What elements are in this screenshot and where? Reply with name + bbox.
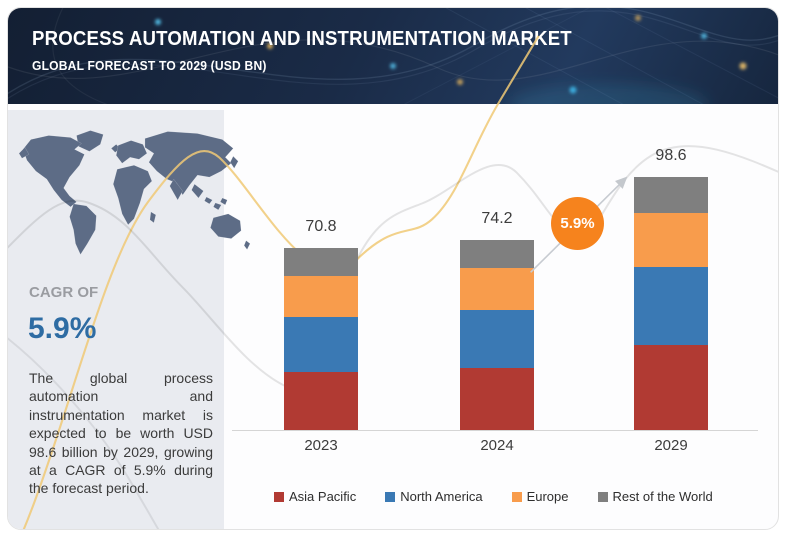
world-map bbox=[19, 130, 251, 255]
header: PROCESS AUTOMATION AND INSTRUMENTATION M… bbox=[8, 8, 778, 104]
market-description: The global process automation and instru… bbox=[29, 370, 213, 497]
legend-item-europe: Europe bbox=[511, 489, 569, 504]
cagr-label: CAGR OF bbox=[29, 284, 99, 301]
bar-segment-asia-pacific bbox=[460, 367, 534, 430]
page-subtitle: GLOBAL FORECAST TO 2029 (USD BN) bbox=[32, 58, 267, 73]
bar-total-label: 74.2 bbox=[481, 209, 513, 227]
bar-segment-europe bbox=[634, 213, 708, 268]
x-axis-tick-label: 2023 bbox=[304, 437, 338, 454]
legend-label: Europe bbox=[526, 489, 569, 504]
bar-segment-asia-pacific bbox=[634, 344, 708, 430]
chart-legend: Asia Pacific North America Europe Rest of t… bbox=[274, 489, 713, 504]
bar-segment-rest-of-the-world bbox=[460, 239, 534, 268]
legend-swatch bbox=[597, 491, 608, 502]
legend-swatch bbox=[385, 491, 396, 502]
bar-segment-europe bbox=[284, 275, 358, 318]
bar-segment-north-america bbox=[460, 309, 534, 368]
bar-segment-north-america bbox=[634, 267, 708, 345]
infographic-card: PROCESS AUTOMATION AND INSTRUMENTATION M… bbox=[7, 7, 779, 530]
bar-total-label: 70.8 bbox=[305, 218, 337, 236]
cagr-annotation-bubble: 5.9% bbox=[551, 197, 604, 250]
legend-label: Asia Pacific bbox=[289, 489, 357, 504]
legend-item-north-america: North America bbox=[385, 489, 483, 504]
cagr-value: 5.9% bbox=[28, 312, 97, 345]
title-block: PROCESS AUTOMATION AND INSTRUMENTATION M… bbox=[32, 28, 612, 75]
cagr-annotation-text: 5.9% bbox=[560, 215, 595, 232]
bar-segment-north-america bbox=[284, 317, 358, 372]
legend-swatch bbox=[511, 491, 522, 502]
bar-segment-rest-of-the-world bbox=[284, 248, 358, 276]
x-axis-baseline bbox=[232, 430, 758, 431]
page-title: PROCESS AUTOMATION AND INSTRUMENTATION M… bbox=[32, 28, 572, 50]
bar-segment-europe bbox=[460, 267, 534, 310]
x-axis-tick-label: 2024 bbox=[480, 437, 514, 454]
legend-label: North America bbox=[400, 489, 483, 504]
bar-total-label: 98.6 bbox=[655, 147, 687, 165]
x-axis-tick-label: 2029 bbox=[654, 437, 688, 454]
legend-label: Rest of the World bbox=[612, 489, 713, 504]
legend-item-asia-pacific: Asia Pacific bbox=[274, 489, 356, 504]
bar-segment-asia-pacific bbox=[284, 371, 358, 430]
legend-swatch bbox=[274, 491, 284, 502]
bar-segment-rest-of-the-world bbox=[634, 177, 708, 213]
legend-item-rest-of-the-world: Rest of the World bbox=[597, 489, 713, 504]
